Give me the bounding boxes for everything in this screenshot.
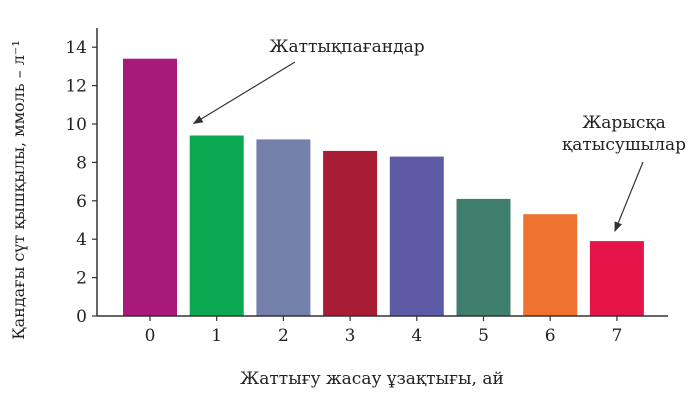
y-tick-label: 14 [65, 38, 87, 58]
y-tick-label: 12 [65, 77, 87, 97]
annotation-label: Жарысқа қатысушылар [562, 113, 686, 155]
x-tick-label: 2 [278, 326, 289, 346]
y-axis-title: Қандағы сүт қышқылы, ммоль – л⁻¹ [9, 40, 28, 340]
x-axis-title: Жаттығу жасау ұзақтығы, ай [240, 369, 504, 389]
bar-5 [456, 198, 511, 316]
bar-2 [256, 139, 311, 316]
bars-layer [123, 58, 644, 316]
x-tick-label: 4 [411, 326, 422, 346]
annotation-arrow [614, 161, 644, 233]
y-tick-label: 0 [76, 307, 87, 327]
annotation-label: Жаттықпағандар [269, 37, 424, 57]
y-tick-label: 6 [76, 192, 87, 212]
x-tick-label: 0 [145, 326, 156, 346]
y-tick-label: 10 [65, 115, 87, 135]
y-tick-label: 8 [76, 153, 87, 173]
bar-4 [389, 156, 444, 316]
y-tick-label: 4 [76, 230, 87, 250]
annotations: Жаттықпағандар Жарысқа қатысушылар [192, 37, 686, 233]
x-tick-label: 5 [478, 326, 489, 346]
x-tick-label: 6 [545, 326, 556, 346]
annotation-arrow [192, 61, 296, 125]
y-tick-label: 2 [76, 269, 87, 289]
bar-3 [323, 150, 378, 316]
x-ticks: 0 1 2 3 4 5 6 7 [145, 316, 622, 346]
bar-0 [123, 58, 177, 316]
bar-7 [589, 241, 644, 316]
bar-1 [189, 135, 244, 316]
x-tick-label: 1 [211, 326, 222, 346]
x-tick-label: 7 [611, 326, 622, 346]
y-ticks: 0 2 4 6 8 10 12 14 [65, 38, 97, 327]
x-tick-label: 3 [345, 326, 356, 346]
bar-6 [523, 214, 578, 316]
